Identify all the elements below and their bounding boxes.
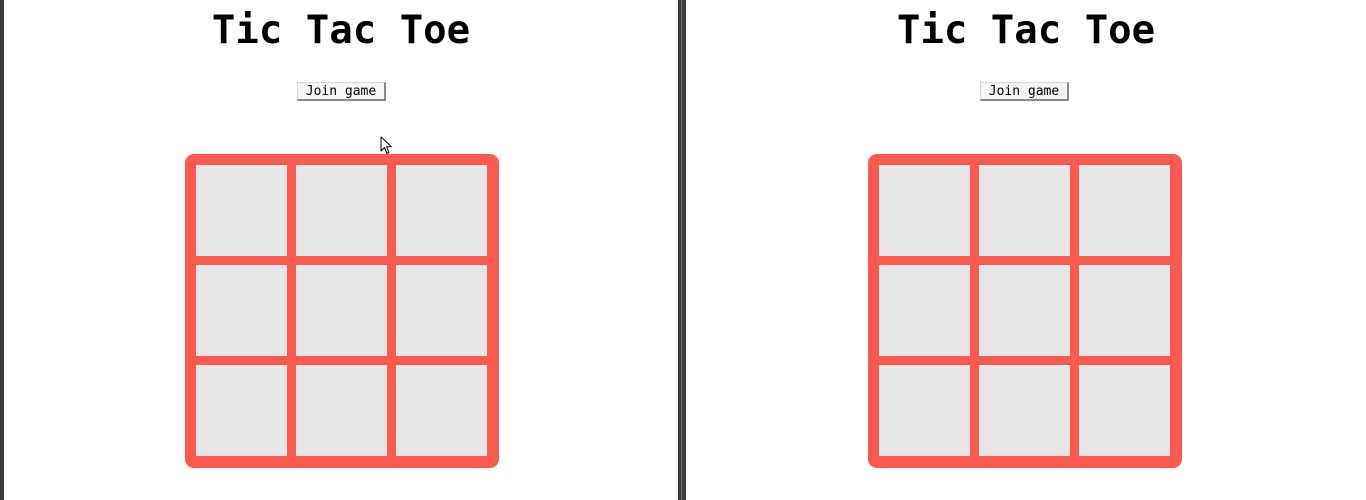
- left-game-window: Tic Tac Toe Join game: [4, 0, 678, 500]
- board-cell-2[interactable]: [979, 165, 1070, 256]
- board-cell-3[interactable]: [1079, 165, 1170, 256]
- board-cell-5[interactable]: [979, 265, 1070, 356]
- game-board: [868, 154, 1182, 468]
- board-cell-9[interactable]: [1079, 365, 1170, 456]
- board-cell-8[interactable]: [296, 365, 387, 456]
- game-board: [185, 154, 499, 468]
- board-cell-1[interactable]: [879, 165, 970, 256]
- page-title: Tic Tac Toe: [896, 8, 1156, 53]
- board-cell-4[interactable]: [196, 265, 287, 356]
- board-cell-6[interactable]: [396, 265, 487, 356]
- board-cell-4[interactable]: [879, 265, 970, 356]
- page-title: Tic Tac Toe: [211, 8, 471, 53]
- right-game-window: Tic Tac Toe Join game: [686, 0, 1366, 500]
- window-divider[interactable]: [678, 0, 686, 500]
- board-cell-1[interactable]: [196, 165, 287, 256]
- board-cell-9[interactable]: [396, 365, 487, 456]
- board-cell-2[interactable]: [296, 165, 387, 256]
- board-cell-6[interactable]: [1079, 265, 1170, 356]
- left-window-border: [0, 0, 4, 500]
- mouse-pointer-icon: [380, 136, 392, 154]
- board-cell-7[interactable]: [879, 365, 970, 456]
- join-game-button[interactable]: Join game: [980, 82, 1069, 101]
- board-cell-8[interactable]: [979, 365, 1070, 456]
- join-game-button[interactable]: Join game: [297, 82, 386, 101]
- board-cell-3[interactable]: [396, 165, 487, 256]
- board-cell-7[interactable]: [196, 365, 287, 456]
- board-cell-5[interactable]: [296, 265, 387, 356]
